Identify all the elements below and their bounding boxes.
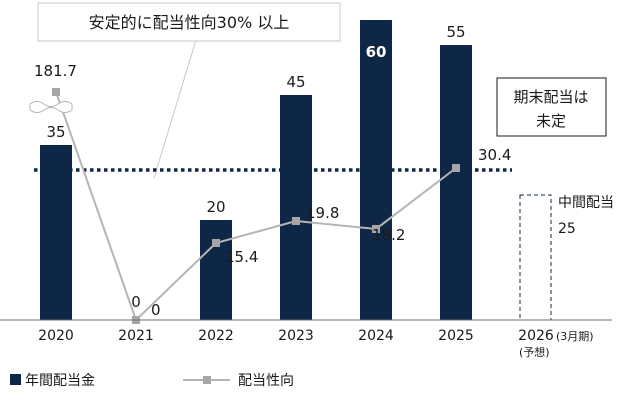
note-line-2: 未定 [536,112,566,130]
axis-break-mark [29,101,73,113]
legend-swatch-ratio-marker [203,376,211,384]
ratio-label-2023: 19.8 [306,204,339,222]
legend-swatch-dividend [10,374,21,385]
interim-value: 25 [558,221,576,237]
tick-fiscal-note: (3月期) [556,330,594,343]
target-label: 安定的に配当性向30% 以上 [89,13,290,32]
forecast-group: 中間配当 25 [519,194,614,321]
ratio-line [55,91,457,322]
ratio-point-2024 [372,225,380,233]
legend-label-dividend: 年間配当金 [25,373,95,389]
tick-2026: 2026 [518,328,554,344]
note-box [496,77,607,137]
legend-label-ratio: 配当性向 [238,373,294,389]
year-end-note: 期末配当は 未定 [496,77,607,137]
tick-2021: 2021 [118,328,154,344]
bar-2023 [280,95,312,320]
legend: 年間配当金 配当性向 [10,373,294,389]
callout-pointer [153,39,197,179]
tick-2023: 2023 [278,328,314,344]
bar-2025 [440,45,472,320]
x-tick-labels: 2020 2021 2022 2023 2024 2025 2026 (3月期) (予想) [38,328,593,359]
bar-label-2022: 20 [206,198,225,216]
ratio-label-2020: 181.7 [34,62,77,80]
bar-2020 [40,145,72,320]
ratio-point-2022 [212,239,220,247]
target-callout: 安定的に配当性向30% 以上 [37,2,341,179]
bar-label-2023: 45 [286,73,305,91]
tick-2020: 2020 [38,328,74,344]
bar-label-2025: 55 [446,23,465,41]
ratio-label-2021: 0 [151,301,161,319]
tick-2025: 2025 [438,328,474,344]
ratio-label-2025: 30.4 [478,146,511,164]
ratio-label-2024: 18.2 [372,226,405,244]
bar-label-2024: 60 [366,43,387,61]
interim-label: 中間配当 [558,195,614,211]
ratio-series: 181.7 0 15.4 19.8 18.2 30.4 [29,62,511,324]
ratio-point-2023 [292,217,300,225]
bar-label-2021: 0 [131,293,141,311]
callout-box [37,2,341,42]
bar-label-2020: 35 [46,123,65,141]
ratio-label-2022: 15.4 [225,248,258,266]
note-line-1: 期末配当は [513,88,588,106]
bar-2022 [200,220,232,320]
tick-forecast-sub: (予想) [519,345,550,359]
ratio-point-2025 [452,164,460,172]
ratio-point-2020 [52,88,60,96]
tick-2022: 2022 [198,328,234,344]
tick-2024: 2024 [358,328,394,344]
forecast-bar [519,194,552,321]
